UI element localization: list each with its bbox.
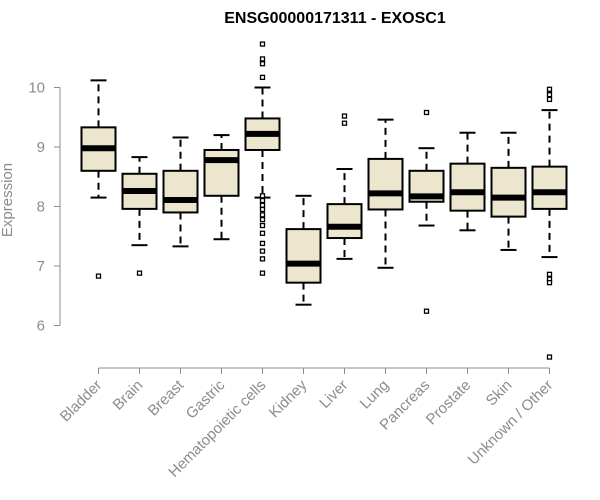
- iqr-box: [531, 165, 568, 210]
- outlier-point: [546, 280, 553, 286]
- outlier-point: [259, 212, 266, 218]
- iqr-box: [490, 166, 527, 218]
- outlier-point: [341, 120, 348, 126]
- y-tick-label: 6: [37, 318, 45, 335]
- outlier-point: [259, 197, 266, 204]
- y-tick-label: 7: [37, 258, 45, 275]
- outlier-point: [259, 202, 266, 208]
- iqr-box: [285, 228, 322, 284]
- box-lung: [367, 118, 404, 269]
- chart-title: ENSG00000171311 - EXOSC1: [224, 10, 446, 27]
- box-brain: [121, 156, 158, 276]
- box-bladder: [80, 79, 117, 279]
- y-axis-label: Expression: [0, 163, 16, 237]
- outlier-point: [259, 256, 266, 262]
- outlier-point: [546, 86, 553, 92]
- outlier-point: [259, 216, 266, 223]
- iqr-box: [203, 148, 240, 197]
- outlier-point: [136, 270, 143, 276]
- x-tick-label: Prostate: [423, 377, 475, 429]
- box-hematopoietic-cells: [244, 41, 281, 276]
- x-tick-label: Kidney: [266, 376, 311, 421]
- iqr-box: [449, 162, 486, 212]
- y-tick-label: 8: [37, 199, 45, 216]
- outlier-point: [95, 273, 102, 279]
- outlier-point: [546, 271, 553, 277]
- iqr-box: [367, 157, 404, 211]
- outlier-point: [546, 91, 553, 98]
- x-tick-label: Lung: [357, 377, 393, 413]
- box-pancreas: [408, 109, 445, 314]
- outlier-point: [423, 308, 430, 314]
- x-tick-label: Bladder: [57, 377, 106, 426]
- x-tick-label: Breast: [145, 376, 188, 419]
- box-gastric: [203, 134, 240, 241]
- box-prostate: [449, 131, 486, 232]
- box-kidney: [285, 194, 322, 306]
- outlier-point: [259, 74, 266, 81]
- x-tick-label: Skin: [483, 377, 516, 410]
- x-tick-label: Brain: [110, 377, 147, 414]
- boxes-group: [80, 41, 568, 360]
- x-tick-label: Liver: [316, 377, 351, 412]
- outlier-point: [259, 270, 266, 276]
- outlier-point: [259, 222, 266, 229]
- box-liver: [326, 113, 363, 260]
- iqr-box: [326, 203, 363, 240]
- box-skin: [490, 131, 527, 251]
- outlier-point: [259, 193, 266, 199]
- outlier-point: [259, 230, 266, 236]
- outlier-point: [259, 41, 266, 47]
- y-tick-label: 9: [37, 139, 45, 156]
- outlier-point: [259, 248, 266, 254]
- outlier-point: [546, 96, 553, 103]
- outlier-point: [259, 206, 266, 213]
- outlier-point: [341, 113, 348, 119]
- y-tick-label: 10: [28, 80, 45, 97]
- outlier-point: [546, 354, 553, 360]
- outlier-point: [423, 109, 430, 116]
- box-breast: [162, 136, 199, 248]
- y-axis: 6 7 8 9 10: [28, 80, 61, 335]
- iqr-box: [162, 169, 199, 214]
- box-unknown-other: [531, 86, 568, 360]
- outlier-point: [259, 240, 266, 247]
- outlier-point: [259, 56, 266, 62]
- outlier-point: [259, 61, 266, 67]
